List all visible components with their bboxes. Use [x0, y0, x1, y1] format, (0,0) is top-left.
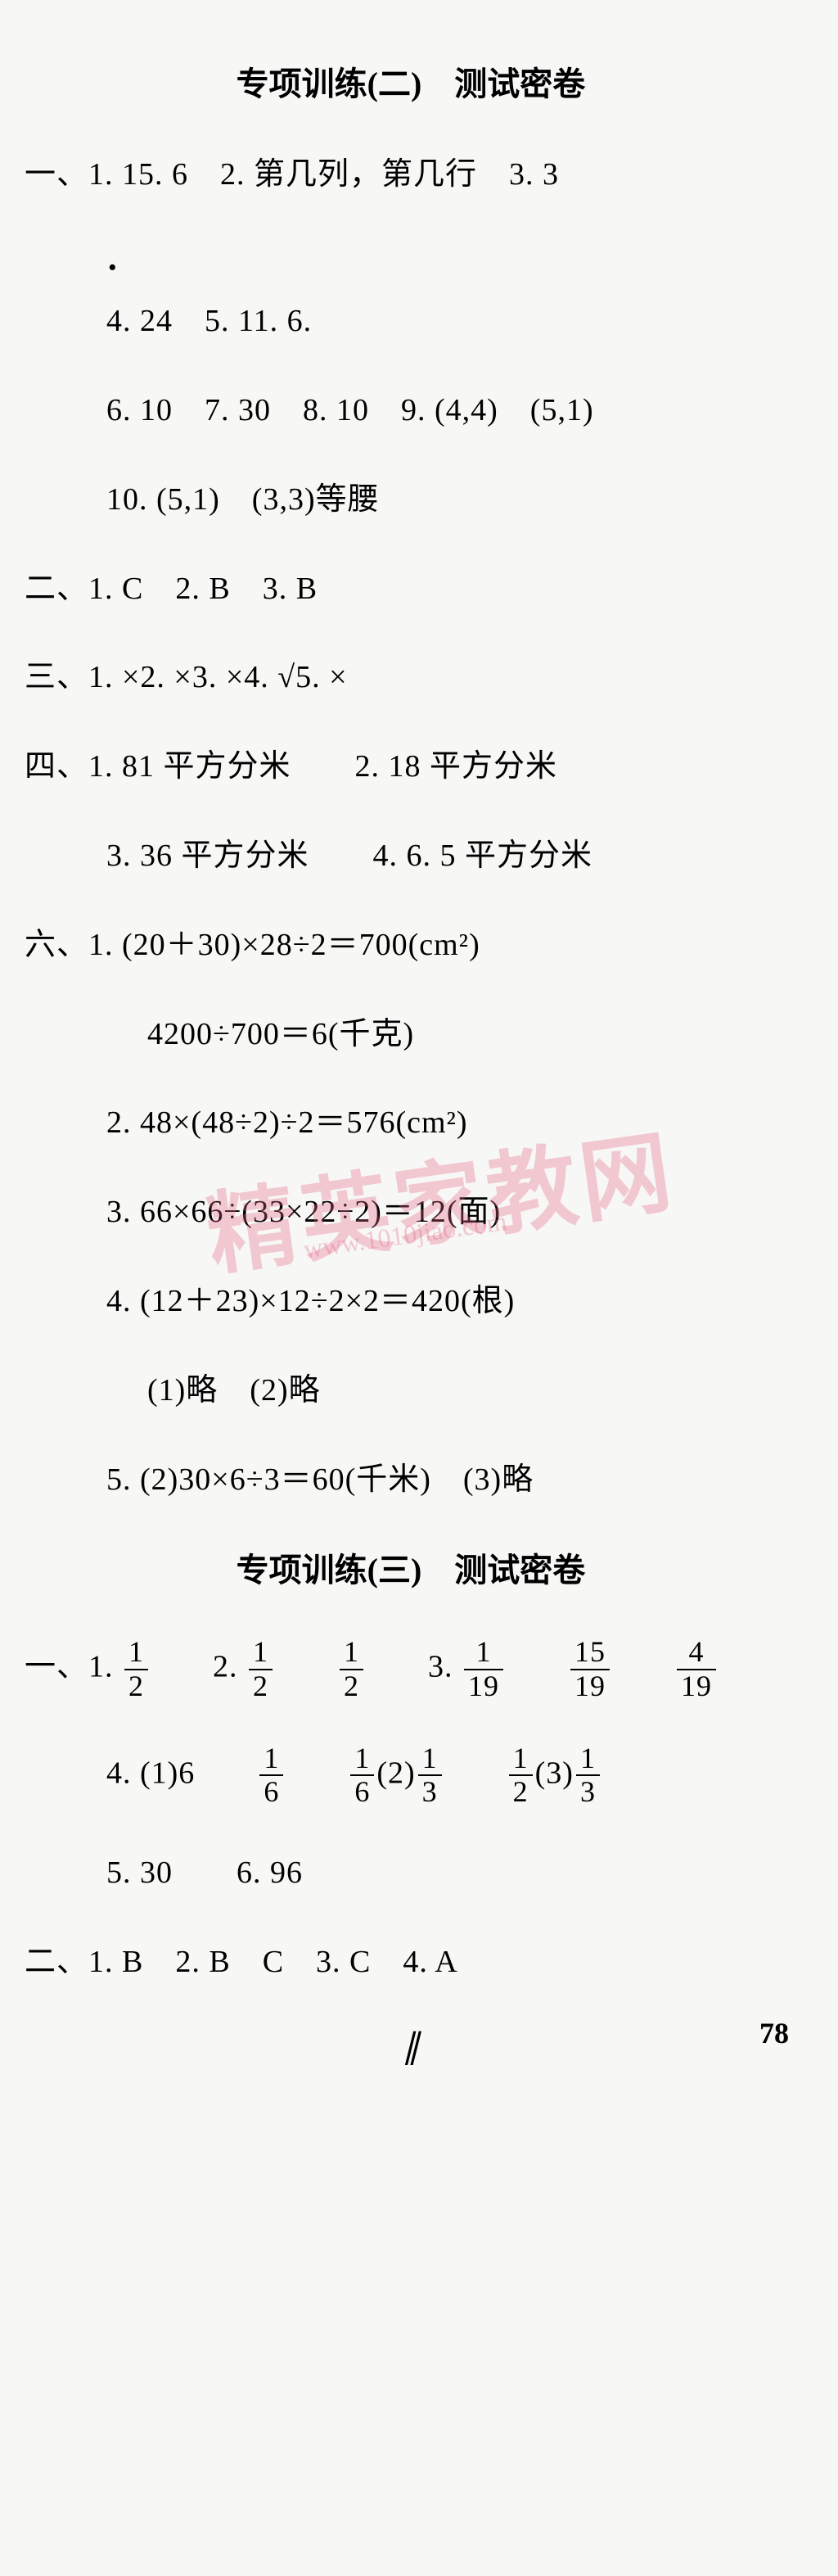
answer-line: 4. (1)6 16 16(2)13 12(3)13	[25, 1742, 797, 1809]
answer-line: 3. 36 平方分米 4. 6. 5 平方分米	[25, 831, 797, 881]
q-prefix: 4. (1)6	[106, 1756, 195, 1790]
answer-line: 4200÷700＝6(千克)	[25, 1010, 797, 1060]
answer-line: 10. (5,1) (3,3)等腰	[25, 475, 797, 525]
fraction: 16	[259, 1742, 283, 1809]
bottom-mark: ∥	[25, 2026, 797, 2067]
answer-line: 4. (12＋23)×12÷2×2＝420(根)	[25, 1277, 797, 1326]
answer-line: 四、1. 81 平方分米 2. 18 平方分米	[25, 742, 797, 792]
page-number: 78	[759, 2016, 789, 2050]
fraction: 12	[249, 1636, 273, 1702]
answer-line: 一、1. 15. 6 2. 第几列，第几行 3. 3	[25, 150, 797, 200]
answer-line: 5. (2)30×6÷3＝60(千米) (3)略	[25, 1455, 797, 1505]
fraction: 16	[350, 1742, 374, 1809]
answer-line: 六、1. (20＋30)×28÷2＝700(cm²)	[25, 920, 797, 970]
fraction: 419	[677, 1636, 716, 1702]
fraction: 13	[418, 1742, 442, 1809]
answer-line: 5. 30 6. 96	[25, 1848, 797, 1898]
dot-marker: ·	[106, 247, 119, 287]
fraction: 12	[509, 1742, 533, 1809]
fraction: 12	[340, 1636, 363, 1702]
section-title-2: 专项训练(三) 测试密卷	[25, 1543, 797, 1591]
answer-line: 一、1. 12 2. 12 12 3. 119 1519 419	[25, 1636, 797, 1702]
q-prefix: 3.	[428, 1650, 453, 1684]
section-title-1: 专项训练(二) 测试密卷	[25, 57, 797, 105]
q-prefix: 2.	[213, 1650, 238, 1684]
fraction: 119	[464, 1636, 503, 1702]
answer-line: 三、1. ×2. ×3. ×4. √5. ×	[25, 653, 797, 703]
answer-line: 二、1. C 2. B 3. B	[25, 564, 797, 614]
q-prefix: 一、1.	[25, 1650, 114, 1684]
fraction: 12	[124, 1636, 148, 1702]
answer-line: · 4. 24 5. 11. 6.	[25, 239, 797, 346]
answer-text: 4. 24 5. 11. 6.	[106, 304, 312, 338]
fraction: 1519	[570, 1636, 610, 1702]
answer-line: 6. 10 7. 30 8. 10 9. (4,4) (5,1)	[25, 386, 797, 436]
answer-line: 2. 48×(48÷2)÷2＝576(cm²)	[25, 1098, 797, 1148]
q-prefix: (2)	[376, 1756, 415, 1790]
answer-line: 3. 66×66÷(33×22÷2)＝12(面)	[25, 1187, 797, 1237]
answer-line: (1)略 (2)略	[25, 1366, 797, 1416]
q-prefix: (3)	[535, 1756, 574, 1790]
answer-line: 二、1. B 2. B C 3. C 4. A	[25, 1937, 797, 1987]
fraction: 13	[576, 1742, 600, 1809]
